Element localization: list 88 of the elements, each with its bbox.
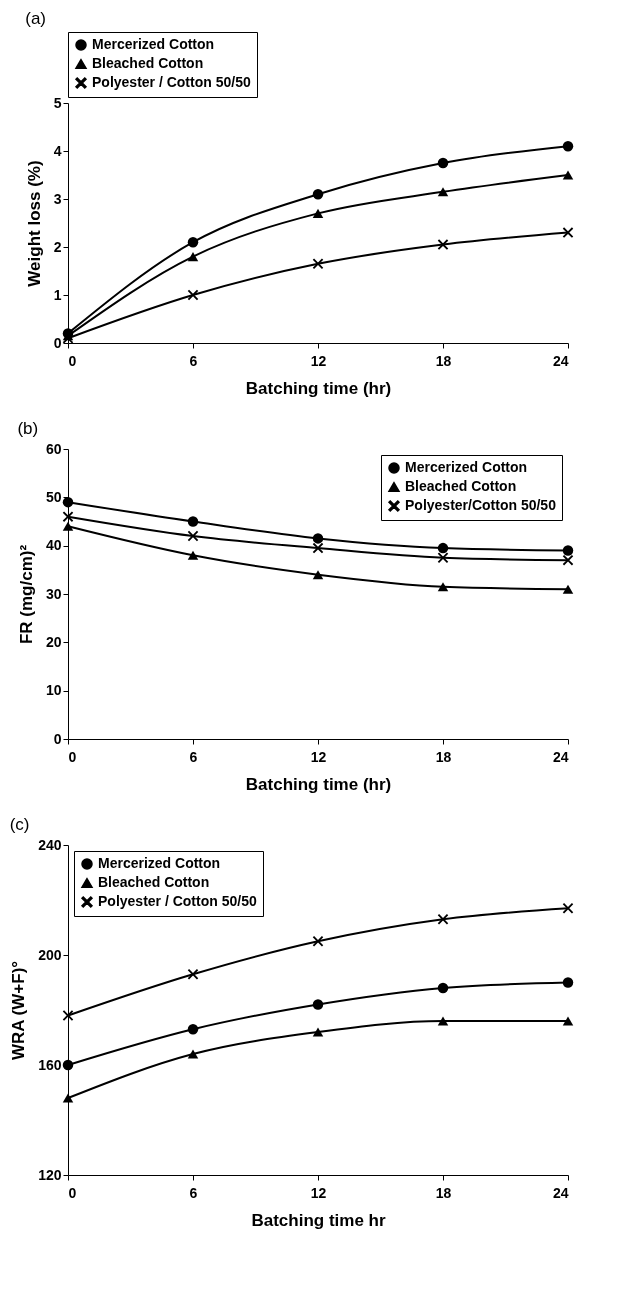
- point: [312, 936, 324, 947]
- y-tick-label: 40: [45, 537, 62, 554]
- legend-label: Bleached Cotton: [98, 874, 210, 890]
- y-tick-label: 0: [53, 730, 62, 747]
- legend-label: Bleached Cotton: [92, 55, 204, 71]
- x-axis-title: Batching time (hr): [245, 378, 392, 398]
- point: [312, 208, 324, 218]
- x-axis-title: Batching time hr: [251, 1210, 386, 1230]
- point: [62, 1059, 74, 1071]
- y-tick-label: 5: [53, 94, 62, 111]
- point: [437, 582, 449, 592]
- legend-label: Mercerized Cotton: [405, 459, 528, 475]
- x-tick-label: 18: [435, 352, 452, 369]
- y-tick-label: 160: [38, 1056, 62, 1073]
- legend-label: Polyester / Cotton 50/50: [98, 893, 257, 909]
- point: [187, 969, 199, 980]
- point: [312, 258, 324, 270]
- point: [312, 570, 324, 580]
- y-axis-title: FR (mg/cm)²: [16, 544, 36, 645]
- y-axis-title: Weight loss (%): [24, 160, 44, 287]
- x-tick-label: 6: [189, 748, 198, 765]
- y-tick-label: 3: [53, 190, 62, 207]
- point: [437, 542, 449, 554]
- point: [62, 496, 74, 508]
- y-tick-label: 10: [45, 682, 62, 699]
- x-tick-label: 6: [189, 1184, 198, 1201]
- y-tick-label: 60: [45, 440, 62, 457]
- legend-label: Polyester / Cotton 50/50: [92, 74, 251, 90]
- point: [187, 516, 199, 527]
- point: [437, 982, 449, 994]
- point: [62, 521, 74, 531]
- point: [312, 542, 324, 554]
- x-tick-label: 12: [310, 748, 327, 765]
- point: [187, 289, 199, 301]
- point: [562, 170, 574, 180]
- x-tick-label: 12: [310, 352, 327, 369]
- point: [562, 584, 574, 594]
- point: [187, 530, 199, 542]
- point: [62, 1093, 74, 1103]
- chart-title: (b): [17, 419, 39, 438]
- point: [562, 1016, 574, 1026]
- x-tick-label: 24: [552, 748, 569, 765]
- x-tick-label: 12: [310, 1184, 327, 1201]
- legend-label: Polyester/Cotton 50/50: [405, 497, 557, 513]
- legend-label: Mercerized Cotton: [98, 855, 221, 871]
- point: [187, 252, 199, 262]
- point: [187, 550, 199, 560]
- point: [562, 903, 574, 914]
- x-tick-label: 24: [552, 1184, 569, 1201]
- x-tick-label: 0: [68, 748, 77, 765]
- x-tick-label: 6: [189, 352, 198, 369]
- x-tick-label: 0: [68, 352, 77, 369]
- x-tick-label: 0: [68, 1184, 77, 1201]
- point: [312, 1027, 324, 1037]
- point: [437, 914, 449, 925]
- y-tick-label: 200: [38, 946, 62, 963]
- point: [562, 977, 574, 988]
- x-tick-label: 18: [435, 748, 452, 765]
- point: [312, 533, 324, 544]
- y-tick-label: 1: [53, 286, 62, 303]
- point: [437, 1016, 449, 1026]
- y-tick-label: 0: [53, 334, 62, 351]
- legend-label: Bleached Cotton: [405, 478, 517, 494]
- y-tick-label: 50: [45, 488, 62, 505]
- point: [312, 999, 324, 1010]
- chart-title: (a): [25, 8, 46, 28]
- point: [562, 554, 574, 566]
- y-tick-label: 4: [53, 142, 62, 159]
- x-tick-label: 24: [552, 352, 569, 369]
- point: [187, 1024, 199, 1035]
- x-tick-label: 18: [435, 1184, 452, 1201]
- point: [437, 157, 449, 169]
- point: [562, 545, 574, 556]
- point: [562, 140, 574, 152]
- y-tick-label: 20: [45, 633, 62, 650]
- point: [187, 1049, 199, 1059]
- point: [187, 236, 199, 248]
- y-tick-label: 30: [45, 585, 62, 602]
- point: [312, 188, 324, 200]
- legend-label: Mercerized Cotton: [92, 36, 215, 52]
- x-axis-title: Batching time (hr): [245, 774, 392, 794]
- y-tick-label: 240: [38, 836, 62, 853]
- point: [437, 187, 449, 197]
- y-axis-title: WRA (W+F)°: [9, 960, 29, 1061]
- y-tick-label: 120: [38, 1166, 62, 1183]
- y-tick-label: 2: [53, 238, 62, 255]
- point: [437, 552, 449, 563]
- chart-title: (c): [9, 815, 30, 834]
